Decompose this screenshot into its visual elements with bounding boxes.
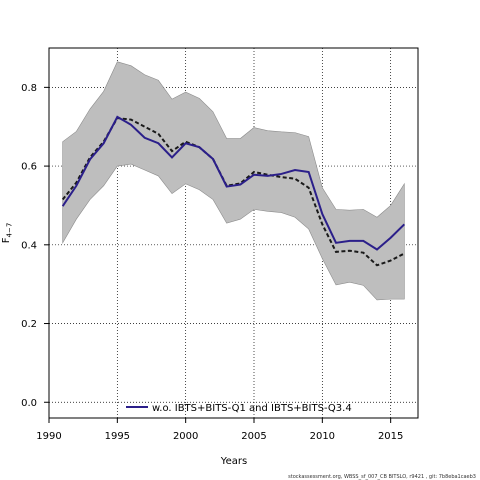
plot-frame [48, 47, 419, 419]
x-axis-label: Years [220, 456, 247, 467]
series-layer [61, 115, 406, 267]
confidence-band [62, 61, 405, 301]
y-tick-label: 0.8 [21, 83, 37, 94]
footer-credit: stockassessment.org, WBSS_sf_007_CB BITS… [288, 474, 476, 480]
legend: w.o. IBTS+BITS-Q1 and IBTS+BITS-Q3.4 [126, 403, 352, 414]
y-axis-label: F4−7 [1, 223, 14, 244]
tick-layer: 1990 1995 2000 2005 2010 2015 0.0 0.2 0.4 0.6 0.8 [21, 83, 403, 442]
x-tick-label: 2010 [310, 431, 335, 442]
y-tick-label: 0.2 [21, 319, 37, 330]
y-tick-label: 0.0 [21, 398, 37, 409]
series-line-solid [61, 115, 406, 251]
x-tick-label: 1990 [36, 431, 61, 442]
x-tick-label: 2005 [241, 431, 266, 442]
y-tick-label: 0.4 [21, 240, 37, 251]
y-axis-label-subscript: 4−7 [6, 223, 14, 238]
x-tick-label: 1995 [105, 431, 130, 442]
y-axis-label-main: F [1, 237, 12, 243]
y-tick-label: 0.6 [21, 162, 37, 173]
x-tick-label: 2000 [173, 431, 198, 442]
band-layer [62, 61, 405, 301]
legend-label: w.o. IBTS+BITS-Q1 and IBTS+BITS-Q3.4 [152, 403, 352, 414]
x-tick-label: 2015 [378, 431, 403, 442]
